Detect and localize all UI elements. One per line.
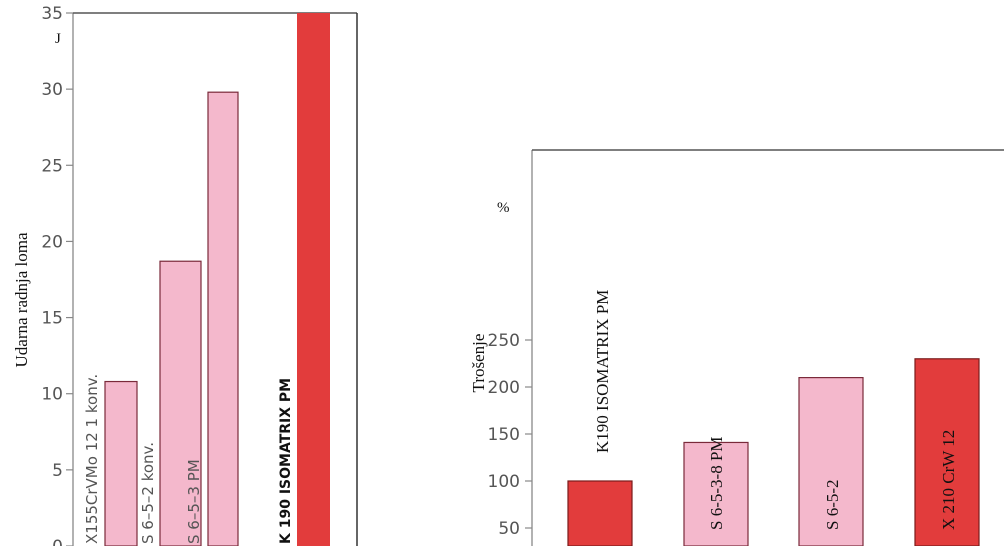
left-y-tick-label: 15 xyxy=(41,309,63,329)
wear-chart: 50 100 150 200 250 K190 ISOMATRIX PM S 6-5-3-… xyxy=(469,149,1004,546)
impact-energy-chart: 0 5 10 15 20 25 30 35 X155CrVMo 12 1 konv. S 6–5… xyxy=(12,4,358,546)
left-bar xyxy=(207,91,239,546)
left-bar xyxy=(104,380,138,546)
left-bar-label: X155CrVMo 12 1 konv. xyxy=(83,374,101,544)
right-bar-label: S 6-5-3-8 PM xyxy=(707,436,726,530)
right-bar-label: K190 ISOMATRIX PM xyxy=(593,290,612,453)
left-y-tick-label: 10 xyxy=(41,385,63,405)
right-bar-label: X 210 CrW 12 xyxy=(939,430,958,530)
left-y-tick-label: 20 xyxy=(41,232,63,252)
right-y-tick-label: 250 xyxy=(488,331,520,351)
left-y-tick-label: 5 xyxy=(52,461,63,481)
right-bar xyxy=(567,480,633,546)
left-bar-label: K 190 ISOMATRIX PM xyxy=(278,378,294,544)
left-y-tick-label: 35 xyxy=(41,4,63,24)
left-bar-label: S 6–5–3 PM xyxy=(185,459,203,544)
left-y-tick-label: 0 xyxy=(52,537,63,546)
right-bar-label: S 6-5-2 xyxy=(823,479,842,530)
right-bar xyxy=(798,377,864,546)
right-bar xyxy=(683,441,749,546)
left-unit-label: J xyxy=(55,31,61,47)
right-y-tick-label: 100 xyxy=(488,472,520,492)
left-y-axis-label: Udarna radnja loma xyxy=(12,232,31,367)
right-y-axis-label: Trošenje xyxy=(469,334,488,393)
right-y-tick-label: 50 xyxy=(498,519,520,539)
right-y-tick-label: 200 xyxy=(488,378,520,398)
right-unit-label: % xyxy=(497,200,510,216)
left-bar xyxy=(297,13,330,546)
right-y-tick-label: 150 xyxy=(488,425,520,445)
left-bar-label: S 6–5–2 konv. xyxy=(139,442,157,544)
left-y-tick-label: 25 xyxy=(41,156,63,176)
left-y-tick-label: 30 xyxy=(41,80,63,100)
left-bar xyxy=(159,260,202,546)
